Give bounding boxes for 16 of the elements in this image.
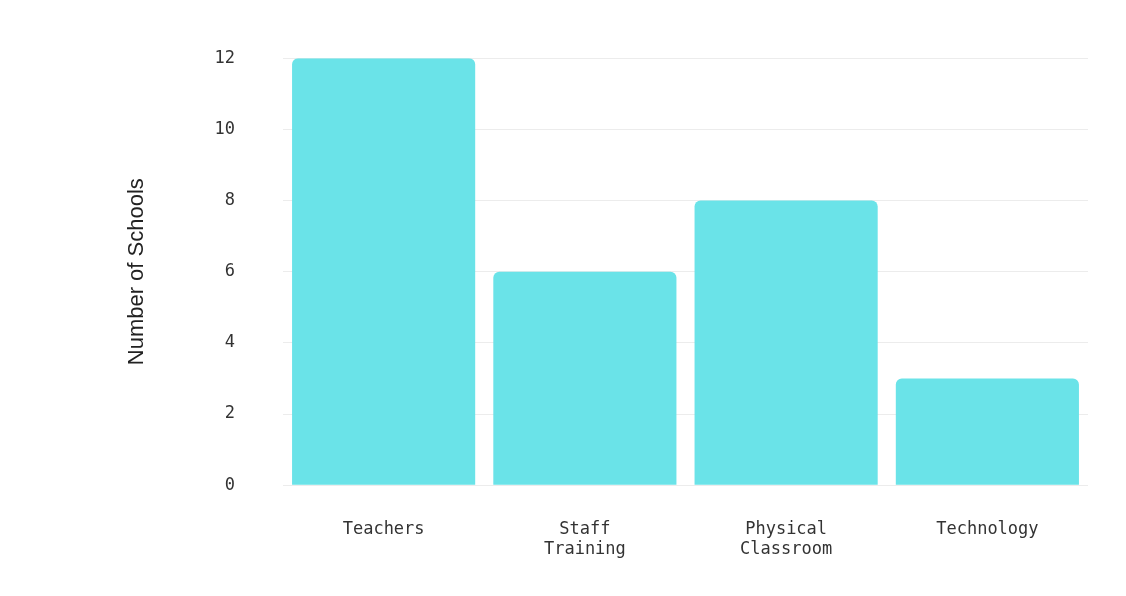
bar — [493, 271, 677, 485]
y-tick-label: 8 — [224, 188, 235, 209]
y-tick-label: 6 — [224, 260, 235, 281]
x-tick-label: Physical Classroom — [740, 517, 833, 559]
y-tick-label: 0 — [224, 473, 235, 494]
x-tick-label: Teachers — [342, 517, 425, 538]
y-tick-label: 12 — [214, 46, 235, 67]
bar — [895, 378, 1079, 485]
x-tick-label: Staff Training — [543, 517, 626, 559]
y-axis-title: Number of Schools — [123, 178, 149, 366]
y-tick-label: 2 — [224, 402, 235, 423]
y-tick-label: 10 — [214, 117, 235, 138]
bar — [694, 200, 878, 485]
x-tick-label: Technology — [936, 517, 1039, 538]
bar — [292, 58, 476, 485]
y-tick-label: 4 — [224, 331, 235, 352]
